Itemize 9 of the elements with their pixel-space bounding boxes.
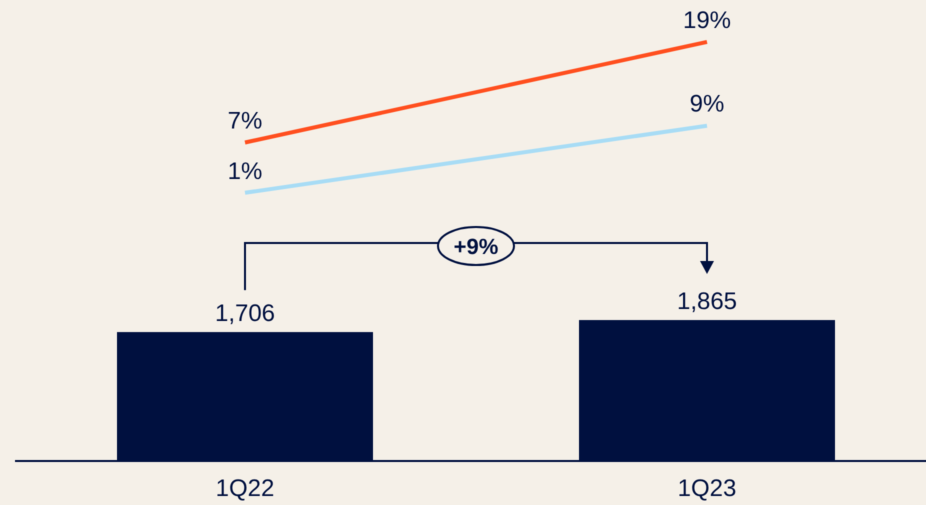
- x-tick-label: 1Q22: [216, 475, 274, 502]
- data-label: 1,865: [676, 288, 738, 316]
- annotation: +9%: [454, 234, 498, 259]
- data-label: 7%: [228, 107, 262, 134]
- data-label: 1,706: [214, 300, 276, 328]
- data-label: 9%: [690, 90, 724, 118]
- x-tick-label: 1Q23: [678, 475, 736, 502]
- data-label: 1%: [228, 158, 262, 185]
- data-label: 19%: [682, 6, 732, 34]
